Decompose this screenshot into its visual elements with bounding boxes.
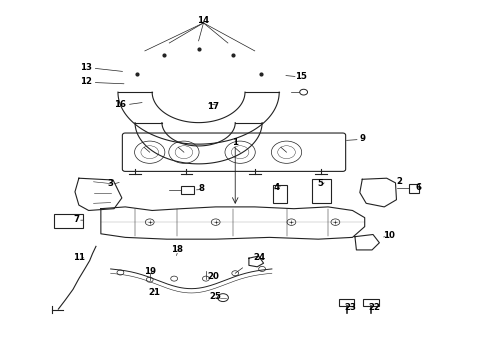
Text: 16: 16 [114, 100, 126, 109]
Text: 23: 23 [344, 303, 356, 312]
Text: 10: 10 [383, 231, 395, 240]
Text: 1: 1 [232, 138, 238, 147]
Text: 2: 2 [396, 177, 402, 186]
Text: 24: 24 [254, 253, 266, 262]
Text: 19: 19 [144, 267, 156, 276]
Text: 21: 21 [148, 288, 161, 297]
Text: 14: 14 [197, 16, 210, 25]
Text: 8: 8 [198, 184, 204, 193]
Text: 12: 12 [80, 77, 92, 86]
Text: 15: 15 [295, 72, 307, 81]
Text: 22: 22 [368, 303, 380, 312]
Text: 9: 9 [359, 134, 365, 143]
Text: 13: 13 [80, 63, 92, 72]
Text: 18: 18 [171, 246, 183, 255]
Text: 11: 11 [73, 253, 85, 262]
Text: 6: 6 [416, 183, 421, 192]
Text: 4: 4 [274, 183, 280, 192]
Text: 3: 3 [108, 179, 114, 188]
Text: 25: 25 [210, 292, 221, 301]
Text: 5: 5 [318, 179, 324, 188]
Text: 7: 7 [74, 215, 79, 224]
Text: 17: 17 [207, 102, 220, 111]
Text: 20: 20 [207, 272, 219, 281]
